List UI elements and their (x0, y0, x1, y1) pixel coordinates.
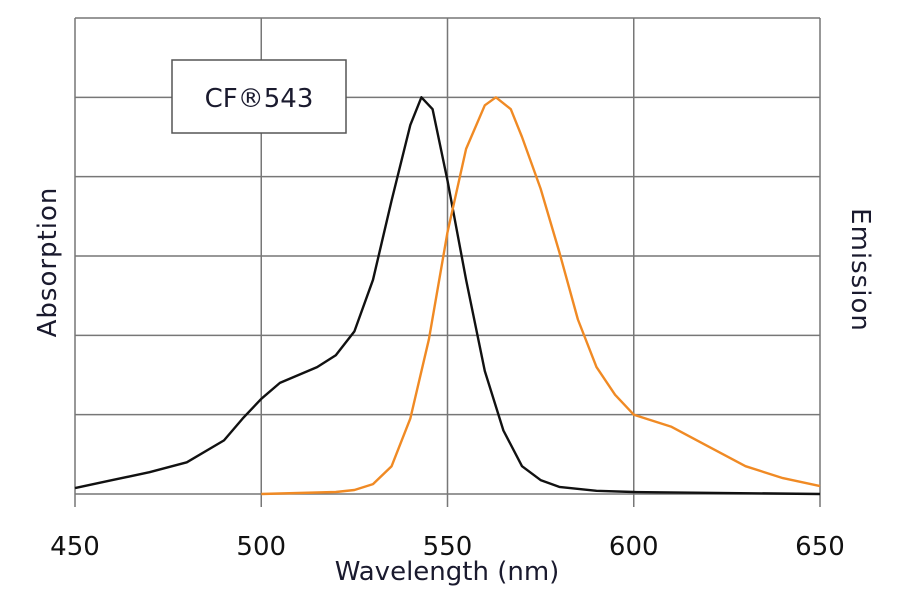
x-tick-label: 550 (423, 532, 473, 562)
x-tick-label: 500 (236, 532, 286, 562)
x-axis-label: Wavelength (nm) (335, 557, 560, 587)
series-lines (74, 96, 821, 496)
x-tick-label: 450 (50, 532, 100, 562)
x-tick-label: 600 (609, 532, 659, 562)
legend-box: CF®543 (171, 59, 347, 134)
emission-line (261, 96, 821, 496)
x-tick-label: 650 (795, 532, 845, 562)
x-tick-labels: 450 500 550 600 650 (50, 532, 845, 562)
y-axis-label-right: Emission (845, 208, 875, 332)
legend-frame (171, 59, 347, 134)
y-axis-label-left: Absorption (33, 187, 63, 338)
legend-text: CF®543 (205, 84, 314, 114)
absorption-line (74, 96, 821, 496)
